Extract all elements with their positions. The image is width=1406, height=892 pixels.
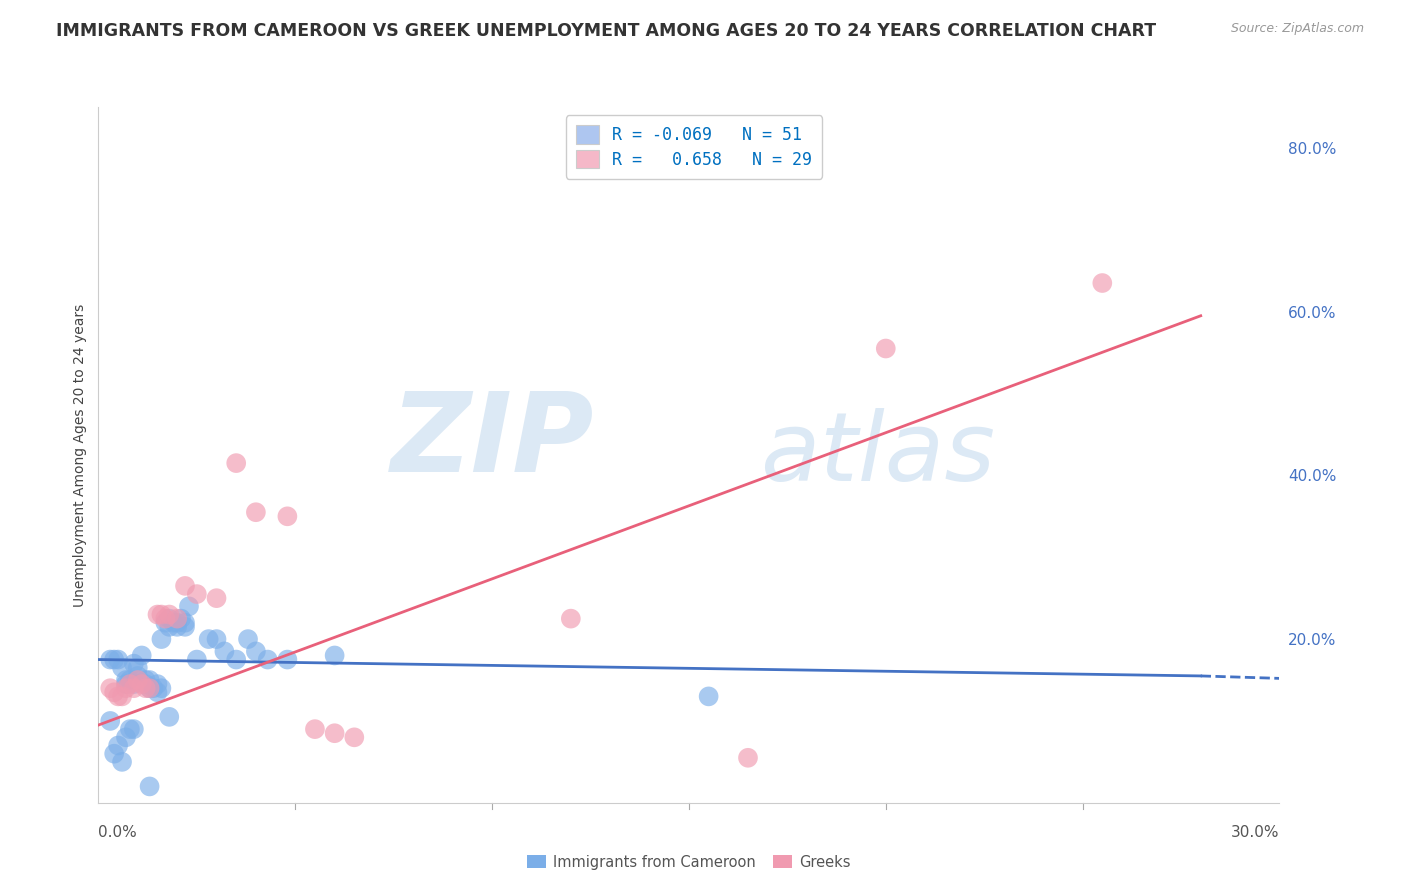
Point (146, 685, 169, 699)
Point (98, 714, 121, 728)
Point (157, 607, 180, 622)
Y-axis label: Unemployment Among Ages 20 to 24 years: Unemployment Among Ages 20 to 24 years (73, 303, 87, 607)
Text: ZIP: ZIP (391, 387, 595, 494)
Point (150, 607, 173, 622)
Point (127, 669, 149, 683)
Text: Source: ZipAtlas.com: Source: ZipAtlas.com (1230, 22, 1364, 36)
Point (115, 677, 138, 691)
Point (166, 615, 188, 630)
Point (150, 632, 173, 646)
Point (225, 652, 247, 666)
Point (323, 648, 346, 663)
Point (131, 648, 153, 663)
Point (107, 690, 129, 704)
Point (138, 673, 160, 687)
Point (138, 681, 160, 696)
Point (205, 632, 228, 646)
Text: 0.0%: 0.0% (98, 825, 138, 840)
Point (157, 620, 180, 634)
Point (737, 751, 759, 765)
Point (122, 677, 145, 691)
Point (122, 681, 145, 696)
Legend: Immigrants from Cameroon, Greeks: Immigrants from Cameroon, Greeks (522, 849, 856, 876)
Point (122, 657, 145, 671)
Point (256, 652, 278, 666)
Point (122, 722, 145, 736)
Point (875, 342, 897, 356)
Point (111, 661, 134, 675)
Point (323, 726, 346, 740)
Point (103, 685, 125, 699)
Point (115, 681, 138, 696)
Point (343, 731, 366, 745)
Point (98, 681, 121, 696)
Point (276, 509, 298, 524)
Point (107, 739, 129, 753)
Point (118, 722, 141, 736)
Point (166, 620, 188, 634)
Point (111, 755, 134, 769)
Point (131, 677, 153, 691)
Point (103, 652, 125, 666)
Point (118, 673, 141, 687)
Point (138, 780, 160, 794)
Point (115, 731, 138, 745)
Point (1091, 276, 1114, 290)
Point (127, 661, 149, 675)
Point (174, 579, 197, 593)
Point (166, 612, 188, 626)
Point (162, 615, 184, 630)
Point (107, 652, 129, 666)
Point (146, 607, 169, 622)
Point (186, 587, 208, 601)
Point (245, 505, 267, 519)
Point (155, 615, 177, 630)
Point (560, 612, 582, 626)
Point (142, 681, 165, 696)
Point (170, 612, 193, 626)
Point (135, 677, 157, 691)
Point (111, 690, 134, 704)
Point (135, 673, 157, 687)
Point (174, 615, 197, 630)
Point (150, 681, 173, 696)
Point (245, 644, 267, 658)
Point (103, 747, 125, 761)
Point (205, 591, 228, 606)
Point (127, 673, 149, 687)
Point (135, 681, 157, 696)
Point (177, 599, 200, 614)
Point (157, 710, 180, 724)
Point (115, 673, 138, 687)
Point (197, 632, 219, 646)
Point (98, 652, 121, 666)
Text: atlas: atlas (759, 409, 995, 501)
Point (186, 652, 208, 666)
Point (157, 612, 180, 626)
Text: 30.0%: 30.0% (1232, 825, 1279, 840)
Point (236, 632, 259, 646)
Point (118, 677, 141, 691)
Point (155, 612, 177, 626)
Text: IMMIGRANTS FROM CAMEROON VS GREEK UNEMPLOYMENT AMONG AGES 20 TO 24 YEARS CORRELA: IMMIGRANTS FROM CAMEROON VS GREEK UNEMPL… (56, 22, 1156, 40)
Point (225, 456, 247, 470)
Point (304, 722, 326, 736)
Point (276, 652, 298, 666)
Point (214, 644, 236, 658)
Point (138, 681, 160, 696)
Point (174, 620, 197, 634)
Point (146, 677, 169, 691)
Point (697, 690, 720, 704)
